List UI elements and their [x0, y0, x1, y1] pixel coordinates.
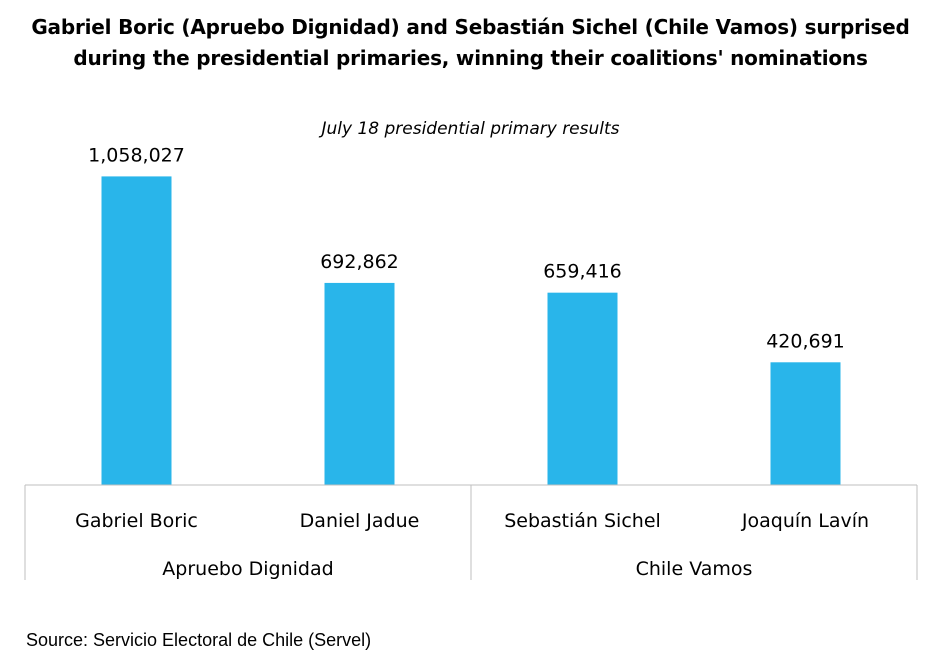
bar-chart: 1,058,027 692,862 659,416 420,691 Gabriel Bo… [24, 144, 918, 580]
category-label: Daniel Jadue [300, 510, 420, 532]
chart-subtitle: July 18 presidential primary results [321, 119, 620, 139]
data-label: 692,862 [320, 251, 399, 273]
data-label: 1,058,027 [88, 144, 185, 166]
group-label: Chile Vamos [636, 558, 753, 580]
data-label: 420,691 [766, 330, 845, 352]
chart-title: Gabriel Boric (Apruebo Dignidad) and Seb… [31, 15, 910, 70]
group-label: Apruebo Dignidad [162, 558, 333, 580]
bar-gabriel-boric [101, 176, 172, 485]
category-label: Sebastián Sichel [504, 510, 661, 532]
source-note: Source: Servicio Electoral de Chile (Ser… [26, 630, 372, 650]
category-label: Joaquín Lavín [741, 510, 869, 532]
bar-sebasti-n-sichel [547, 292, 618, 485]
data-label: 659,416 [543, 261, 622, 283]
bar-daniel-jadue [324, 282, 395, 485]
category-label: Gabriel Boric [75, 510, 198, 532]
bar-joaqu-n-lav-n [770, 362, 841, 485]
